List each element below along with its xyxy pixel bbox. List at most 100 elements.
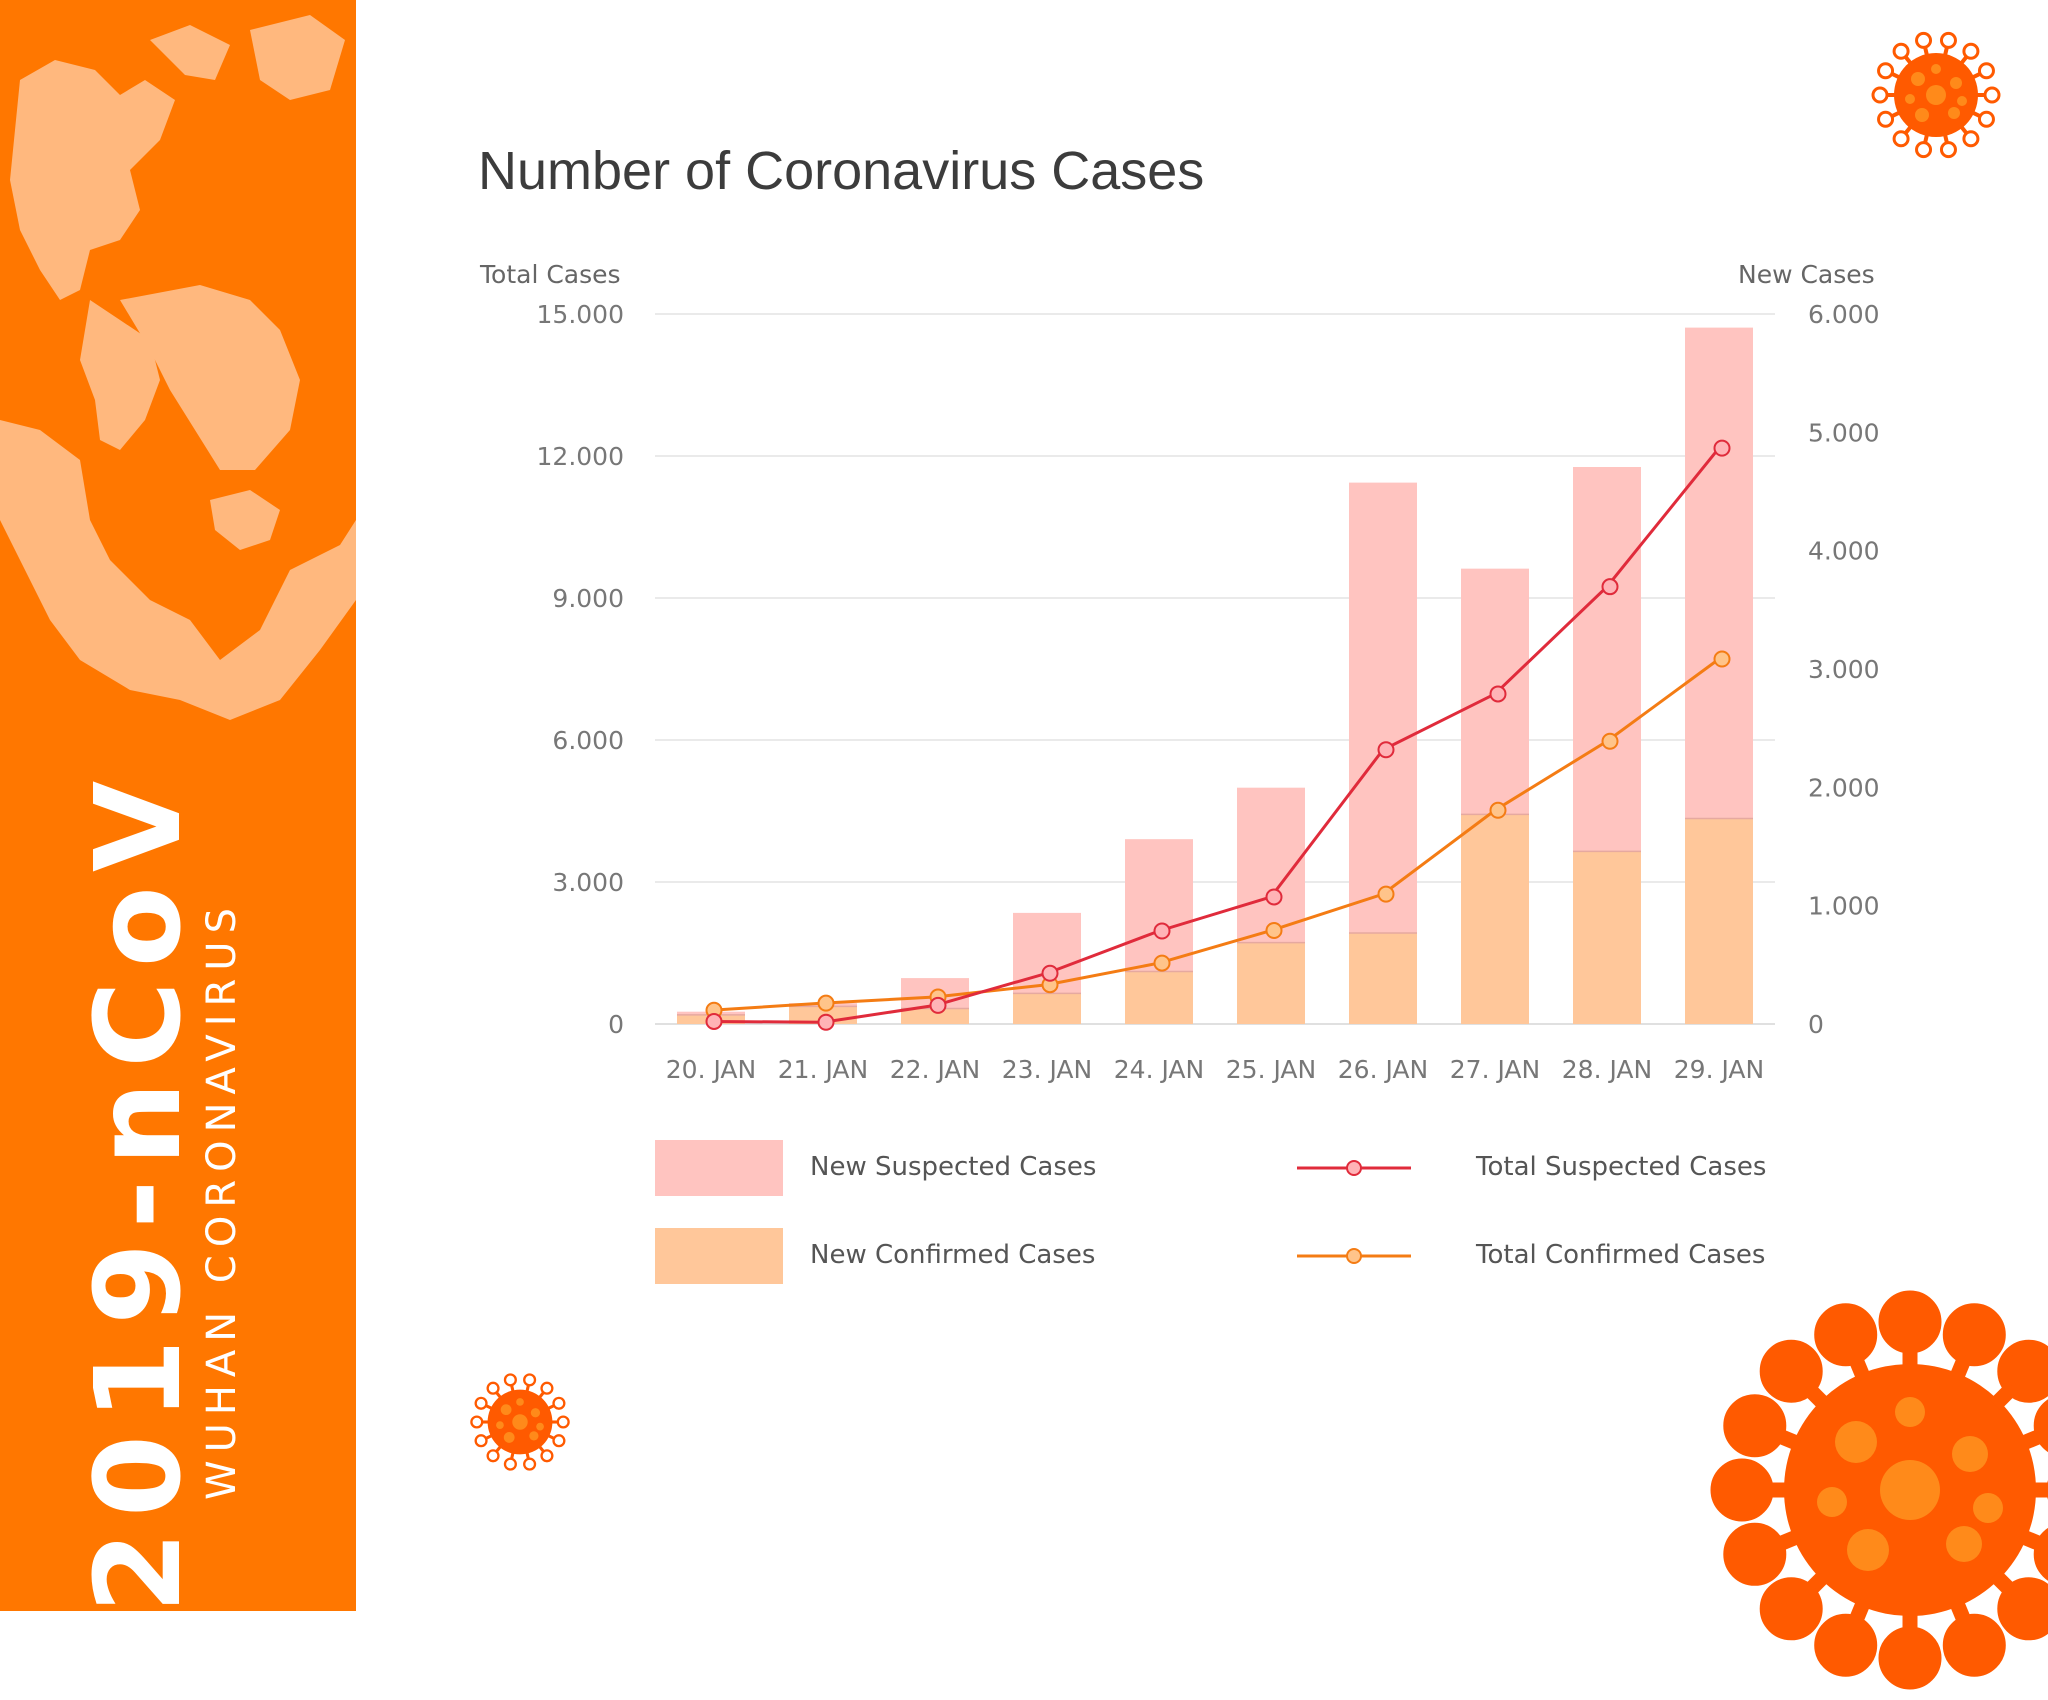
legend-label: New Suspected Cases [810, 1152, 1097, 1182]
virus-spike-tip [523, 1373, 537, 1387]
legend-line-total-confirmed [1297, 1248, 1411, 1264]
bar-new-suspected [1573, 467, 1641, 852]
virus-spot [1817, 1487, 1847, 1517]
virus-spot [1847, 1529, 1889, 1571]
legend-label: New Confirmed Cases [810, 1240, 1096, 1270]
virus-spike-tip [1878, 1626, 1942, 1690]
virus-spike-tip [1871, 86, 1889, 104]
virus-spike-tip [1915, 31, 1933, 49]
virus-spike-tip [2033, 1399, 2048, 1453]
total-suspected-point [1265, 888, 1283, 906]
total-confirmed-point [817, 994, 835, 1012]
virus-spot [1911, 72, 1925, 86]
virus-spike-tip [523, 1457, 537, 1471]
virus-spike-tip [474, 1434, 488, 1448]
legend-label: Total Confirmed Cases [1476, 1240, 1766, 1270]
total-suspected-point [705, 1012, 723, 1030]
virus-spot [1915, 108, 1929, 122]
virus-spike-tip [1915, 141, 1933, 159]
virus-spike-tip [1892, 42, 1910, 60]
left-axis-label: Total Cases [480, 260, 621, 289]
virus-spike-tip [1723, 1394, 1787, 1458]
virus-spike-tip [540, 1381, 554, 1395]
right-tick-label: 4.000 [1808, 537, 1880, 566]
left-tick-label: 15.000 [537, 300, 624, 329]
virus-spot [1957, 96, 1967, 106]
virus-spike-tip [552, 1396, 566, 1410]
virus-icon [1710, 1290, 2048, 1690]
virus-spot [1952, 1436, 1988, 1472]
right-tick-label: 2.000 [1808, 773, 1880, 802]
bar-new-confirmed [1013, 993, 1081, 1024]
virus-spike-tip [1977, 110, 1995, 128]
total-confirmed-point [1377, 885, 1395, 903]
total-suspected-point [1041, 964, 1059, 982]
bar-new-confirmed [1685, 818, 1753, 1024]
total-confirmed-point [1489, 801, 1507, 819]
legend-line-total-suspected [1297, 1160, 1411, 1176]
sidebar: 2019-nCoV WUHAN CORONAVIRUS [0, 0, 356, 1611]
left-tick-label: 12.000 [537, 442, 624, 471]
legend-swatch-new-suspected [655, 1140, 783, 1196]
right-tick-label: 3.000 [1808, 655, 1880, 684]
virus-spot [1973, 1493, 2003, 1523]
virus-spot [503, 1432, 515, 1443]
legend-item-total-suspected: Total Suspected Cases [1293, 1140, 1766, 1196]
total-suspected-point [1489, 685, 1507, 703]
virus-icon [1871, 31, 2001, 159]
virus-spike-tip [1814, 1303, 1878, 1367]
bar-new-confirmed [1237, 942, 1305, 1024]
bar-new-confirmed [1573, 851, 1641, 1024]
total-confirmed-line [710, 657, 1720, 1012]
virus-spike-tip [1710, 1458, 1774, 1522]
chart-title: Number of Coronavirus Cases [478, 141, 1205, 201]
total-confirmed-point [1713, 650, 1731, 668]
total-confirmed-point [1153, 954, 1171, 972]
legend-item-new-suspected: New Suspected Cases [655, 1140, 1155, 1196]
x-tick-label: 22. JAN [890, 1055, 980, 1084]
x-tick-label: 24. JAN [1114, 1055, 1204, 1084]
left-tick-label: 9.000 [552, 584, 624, 613]
virus-spike-tip [1942, 1613, 2006, 1677]
virus-spot [529, 1431, 539, 1441]
total-suspected-point [817, 1013, 835, 1031]
virus-spike-tip [1759, 1577, 1823, 1641]
virus-spot [1926, 85, 1946, 105]
virus-spike-tip [552, 1434, 566, 1448]
x-tick-label: 20. JAN [666, 1055, 756, 1084]
bar-new-confirmed [1349, 933, 1417, 1024]
right-tick-label: 1.000 [1808, 892, 1880, 921]
total-suspected-point [1153, 922, 1171, 940]
virus-spike-tip [1942, 1303, 2006, 1367]
x-tick-label: 21. JAN [778, 1055, 868, 1084]
x-tick-label: 23. JAN [1002, 1055, 1092, 1084]
chart-legend: New Suspected Cases New Confirmed Cases … [655, 1140, 1766, 1290]
virus-spot [536, 1422, 544, 1431]
bar-new-confirmed [1125, 971, 1193, 1024]
left-tick-label: 6.000 [552, 726, 624, 755]
right-tick-label: 0 [1808, 1010, 1824, 1039]
virus-spike-tip [503, 1457, 517, 1471]
virus-spike-tip [1939, 141, 1957, 159]
x-tick-label: 25. JAN [1226, 1055, 1316, 1084]
virus-spot [1948, 107, 1960, 119]
total-suspected-point [1601, 578, 1619, 596]
total-suspected-line [710, 447, 1721, 1024]
virus-spot [1946, 1526, 1982, 1562]
virus-spike-tip [470, 1415, 484, 1429]
virus-spike-tip [1877, 62, 1895, 80]
total-suspected-point [929, 996, 947, 1014]
bar-new-confirmed [901, 1008, 969, 1024]
virus-spike-tip [1997, 1339, 2048, 1403]
virus-spike-tip [1892, 130, 1910, 148]
virus-spike-tip [1878, 1290, 1942, 1354]
virus-spot [1931, 64, 1941, 74]
total-suspected-point [1713, 439, 1731, 457]
virus-spike-tip [1939, 31, 1957, 49]
bar-new-suspected [1125, 839, 1193, 972]
virus-spike-tip [474, 1396, 488, 1410]
legend-item-total-confirmed: Total Confirmed Cases [1293, 1228, 1765, 1284]
total-suspected-point [1377, 741, 1395, 759]
world-map-icon [0, 15, 356, 720]
right-tick-label: 5.000 [1808, 418, 1880, 447]
